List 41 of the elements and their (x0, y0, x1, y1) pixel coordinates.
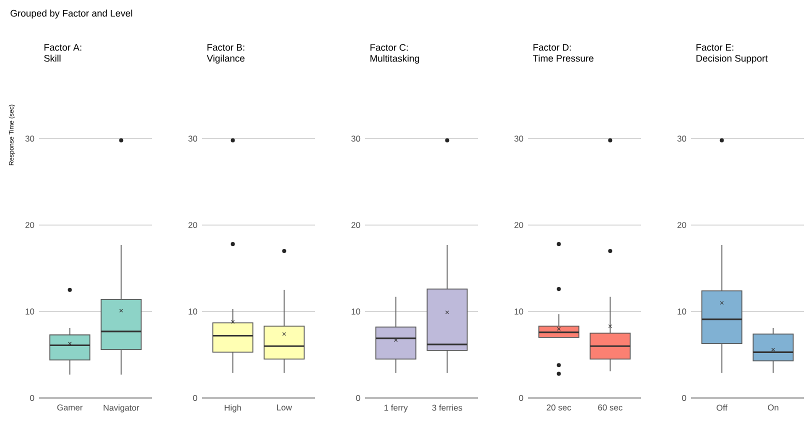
y-tick-label: 20 (677, 222, 686, 228)
text: Grouped by Factor and Level (10, 10, 132, 18)
x-tick-label: Off (716, 404, 728, 411)
y-tick-label: 20 (188, 222, 198, 228)
x-tick-label: On (768, 404, 778, 410)
x-tick-label: 20 sec (546, 404, 572, 410)
x-tick-label: 1 ferry (384, 404, 408, 412)
chart-subtitle: Time Pressure (532, 54, 594, 62)
y-tick-label: 0 (519, 395, 524, 401)
y-tick-label: 20 (351, 222, 360, 228)
y-tick-label: 0 (30, 395, 34, 401)
y-tick-label: 10 (26, 308, 34, 315)
y-tick-label: 30 (188, 136, 198, 142)
y-tick-label: 0 (193, 395, 198, 401)
x-tick-label: 3 ferries (432, 404, 462, 411)
y-tick-label: 10 (678, 308, 686, 315)
chart-title: Factor E: (696, 44, 734, 51)
chart-title: Factor C: (370, 44, 408, 51)
y-tick-label: 20 (25, 222, 34, 228)
x-tick-label: 60 sec (598, 404, 622, 410)
y-tick-label: 0 (682, 395, 686, 401)
y-tick-label: 30 (514, 136, 524, 142)
x-tick-label: Low (277, 404, 292, 410)
chart-subtitle: Skill (44, 54, 60, 62)
y-tick-label: 10 (514, 308, 524, 315)
y-tick-label: 20 (514, 222, 524, 228)
chart-title: Factor D: (534, 44, 571, 51)
y-tick-label: 0 (356, 395, 360, 401)
x-tick-label: Navigator (104, 404, 140, 412)
y-tick-label: 30 (677, 136, 686, 142)
chart-title: Factor A: (44, 44, 82, 51)
chart-subtitle: Vigilance (206, 54, 245, 64)
y-tick-label: 10 (188, 308, 198, 315)
x-tick-label: Gamer (57, 404, 83, 410)
chart-title: Factor B: (208, 44, 244, 51)
y-tick-label: 30 (351, 136, 360, 142)
chart-subtitle: Decision Support (696, 54, 768, 64)
chart-subtitle: Multitasking (370, 54, 420, 64)
x-tick-label: High (224, 404, 241, 412)
y-tick-label: 30 (25, 136, 34, 142)
y-tick-label: 10 (352, 308, 360, 315)
